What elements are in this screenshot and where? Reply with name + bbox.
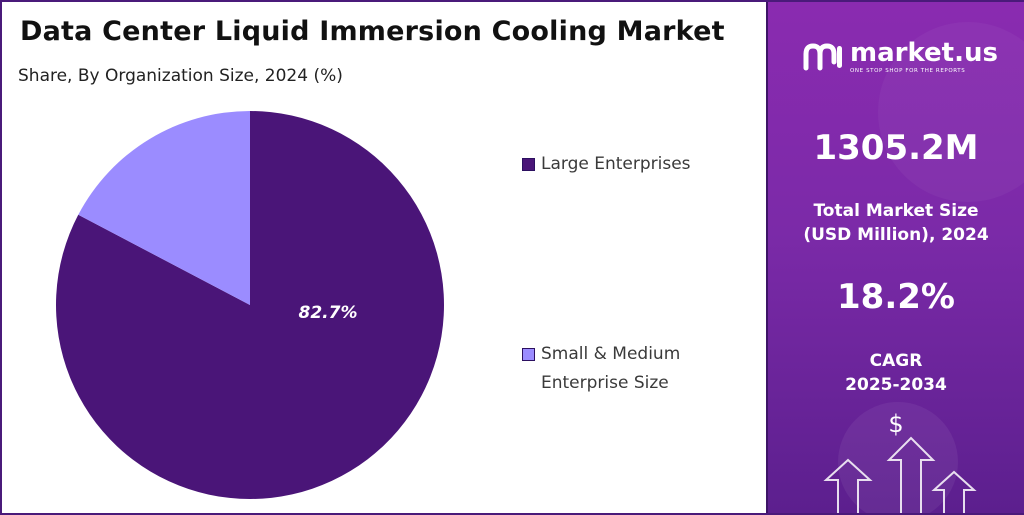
summary-sidebar: market.us ONE STOP SHOP FOR THE REPORTS … — [766, 2, 1024, 513]
legend-swatch — [522, 158, 535, 171]
market-us-logo-icon — [803, 43, 842, 71]
chart-subtitle: Share, By Organization Size, 2024 (%) — [18, 66, 343, 86]
logo-tagline: ONE STOP SHOP FOR THE REPORTS — [850, 68, 966, 74]
logo-name: market.us — [850, 38, 998, 68]
cagr-value: 18.2% — [837, 277, 955, 317]
chart-title: Data Center Liquid Immersion Cooling Mar… — [20, 16, 725, 47]
pie-slice-2 — [78, 111, 250, 305]
pie-data-label-large-enterprises: 82.7% — [299, 303, 358, 323]
legend-swatch — [522, 348, 535, 361]
market-size-label-line1: Total Market Size — [813, 201, 979, 221]
market-size-value: 1305.2M — [813, 128, 979, 168]
market-size-label-line2: (USD Million), 2024 — [803, 225, 989, 245]
pie-chart: 82.7% — [56, 111, 445, 499]
arrow-background-decoration — [823, 22, 1024, 513]
market-us-logo: market.us ONE STOP SHOP FOR THE REPORTS — [802, 38, 998, 76]
pie-slice-1 — [56, 111, 445, 499]
legend-label: Large Enterprises — [541, 154, 691, 174]
chart-panel: Data Center Liquid Immersion Cooling Mar… — [2, 2, 766, 513]
cagr-label: CAGR — [869, 351, 923, 371]
legend-label: Small & Medium — [541, 344, 681, 364]
legend-label: Enterprise Size — [541, 373, 669, 393]
cagr-period: 2025-2034 — [845, 375, 947, 395]
dollar-icon: $ — [888, 410, 904, 438]
